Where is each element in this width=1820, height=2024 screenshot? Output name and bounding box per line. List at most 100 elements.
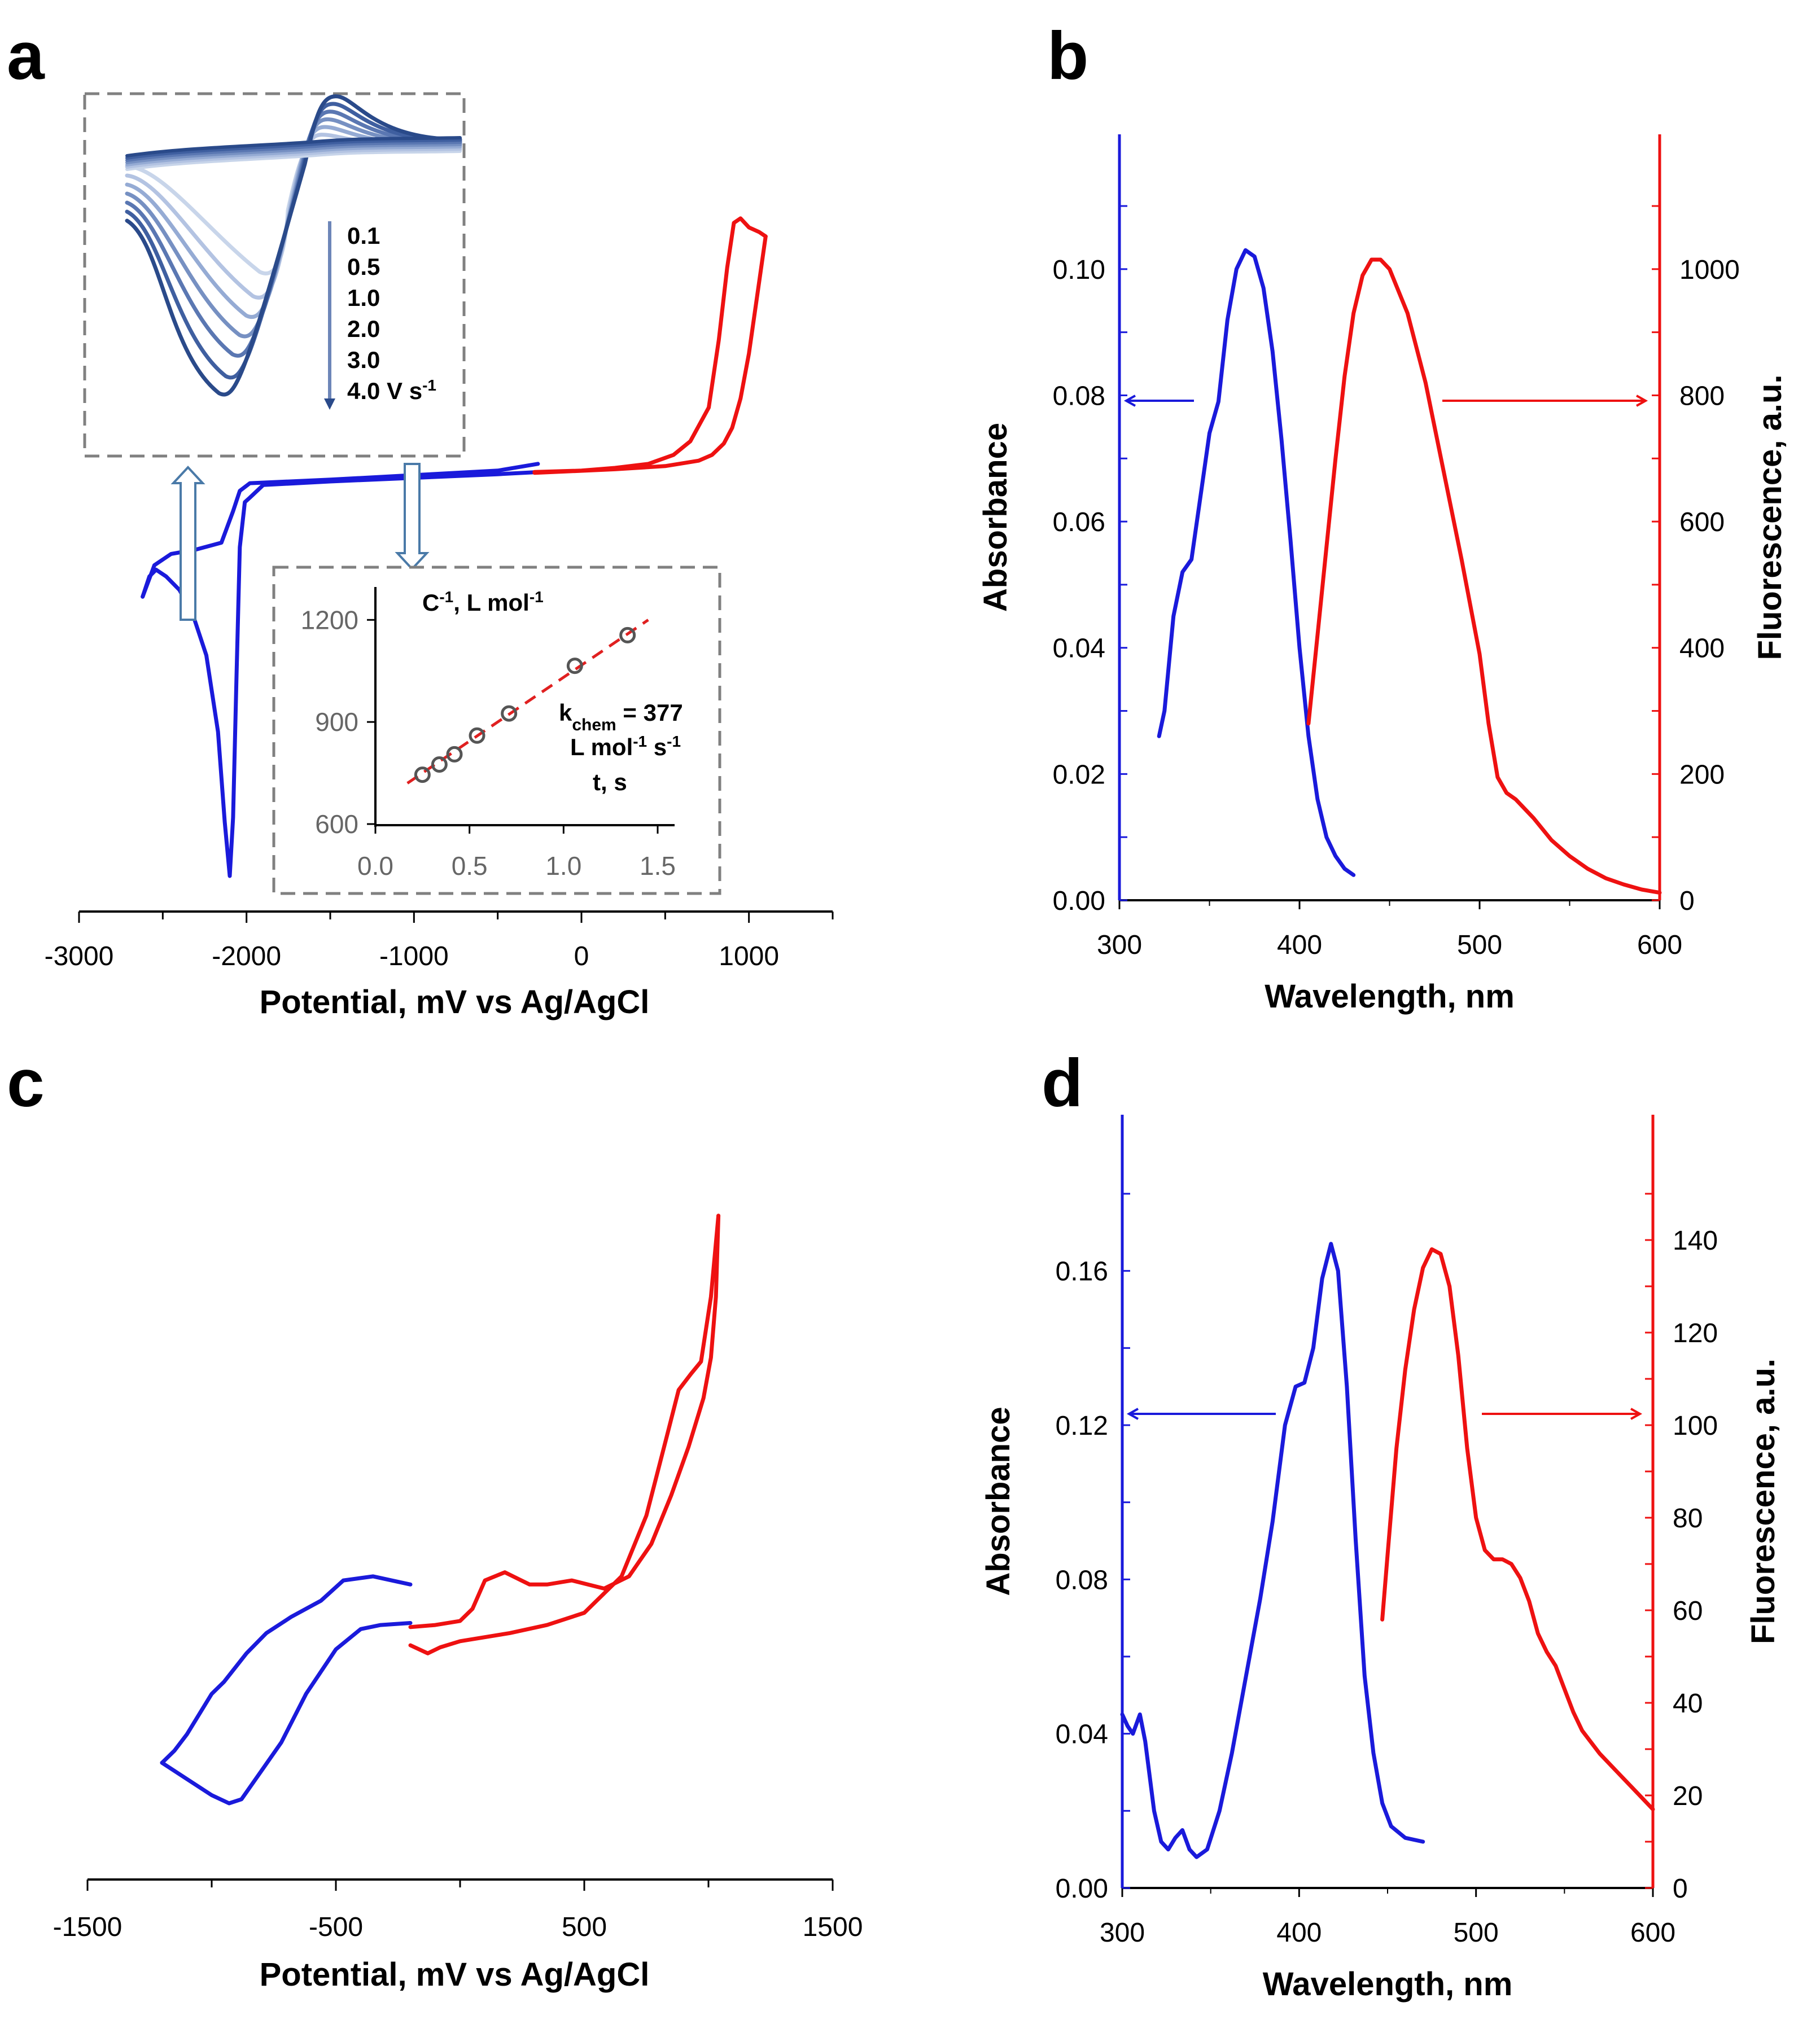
x-tick-label: -1000 bbox=[379, 941, 449, 971]
kinetics-point-2 bbox=[446, 746, 463, 763]
kinetics-point-6 bbox=[619, 627, 636, 643]
spectrum-series-1 bbox=[1380, 1247, 1655, 1812]
y-tick-label-left: 0.02 bbox=[1053, 760, 1105, 790]
x-axis-title: Wavelength, nm bbox=[1263, 1966, 1513, 2003]
legend-value-4: 3.0 bbox=[347, 347, 380, 373]
y-tick-label-right: 120 bbox=[1673, 1318, 1718, 1348]
y-tick-label-right: 400 bbox=[1679, 634, 1725, 664]
panel-label-b: b bbox=[1047, 18, 1088, 94]
kinetics-y-tick-label: 600 bbox=[315, 809, 358, 839]
y-tick-label-left: 0.04 bbox=[1053, 634, 1105, 664]
legend-value-2: 1.0 bbox=[347, 284, 380, 311]
kinetics-point-0 bbox=[414, 766, 431, 783]
y-tick-label-left: 0.08 bbox=[1053, 381, 1105, 411]
inset-cv-return-6 bbox=[125, 136, 462, 157]
legend-value-1: 0.5 bbox=[347, 253, 380, 280]
kinetics-x-tick-label: 1.0 bbox=[545, 851, 581, 880]
x-axis-title: Wavelength, nm bbox=[1265, 978, 1515, 1015]
x-tick-label: 400 bbox=[1277, 930, 1322, 960]
x-tick-label: 500 bbox=[1457, 930, 1502, 960]
x-tick-label: 0 bbox=[574, 941, 589, 971]
kinetics-point-3 bbox=[469, 727, 485, 744]
legend-value-0: 0.1 bbox=[347, 222, 380, 249]
spectrum-series-0 bbox=[1120, 1242, 1425, 1859]
x-tick-label: -500 bbox=[309, 1912, 363, 1942]
kinetics-k-units: L mol-1 s-1 bbox=[570, 733, 681, 761]
kinetics-point-4 bbox=[501, 705, 518, 722]
cv-series-2 bbox=[408, 1213, 721, 1655]
panel-a-cyclic-voltammogram: -3000 -2000 -1000 0 1000 Potential, mV vs Ag/… bbox=[45, 92, 834, 1020]
y-tick-label-right: 0 bbox=[1673, 1874, 1688, 1904]
x-tick-label: 600 bbox=[1630, 1918, 1675, 1948]
y-axis-title-right: Fluorescence, a.u. bbox=[1745, 1359, 1782, 1644]
panel-c-cyclic-voltammogram: -1500 -500 500 1500 Potential, mV vs Ag/AgCl bbox=[53, 1213, 863, 1993]
kinetics-x-tick-label: 1.5 bbox=[640, 851, 676, 880]
panel-label-a: a bbox=[7, 18, 45, 94]
kinetics-point-5 bbox=[566, 658, 583, 674]
y-tick-label-right: 200 bbox=[1679, 760, 1725, 790]
x-tick-label: 300 bbox=[1097, 930, 1142, 960]
inset-cv-return-0 bbox=[125, 150, 462, 171]
spectrum-series-0 bbox=[1157, 248, 1356, 877]
y-tick-label-right: 20 bbox=[1673, 1781, 1703, 1811]
x-tick-label: -3000 bbox=[45, 941, 114, 971]
inset-cv-return-5 bbox=[125, 138, 462, 160]
right-axis-arrow-head bbox=[1630, 1408, 1643, 1420]
x-axis-title: Potential, mV vs Ag/AgCl bbox=[260, 984, 650, 1020]
legend-value-5: 4.0 V s-1 bbox=[347, 376, 436, 405]
left-axis-arrow-head bbox=[1126, 1408, 1139, 1420]
left-axis-arrow-head bbox=[1123, 395, 1136, 407]
up-arrow bbox=[170, 466, 205, 621]
kinetics-x-tick-label: 0.5 bbox=[452, 851, 488, 880]
legend-arrow-head bbox=[324, 398, 335, 410]
y-tick-label-right: 140 bbox=[1673, 1226, 1718, 1256]
kinetics-k-value: kchem = 377 bbox=[559, 699, 683, 734]
kinetics-y-label: C-1, L mol-1 bbox=[422, 588, 544, 616]
panel-b-spectra: 300 400 500 600 Wavelength, nm 0.00 0.02 0.04 0.… bbox=[977, 134, 1788, 1015]
y-tick-label-left: 0.08 bbox=[1056, 1565, 1108, 1595]
panel-label-d: d bbox=[1042, 1045, 1083, 1121]
kinetics-y-tick-label: 1200 bbox=[301, 605, 358, 634]
kinetics-point-1 bbox=[431, 756, 448, 773]
kinetics-y-tick-label: 900 bbox=[315, 707, 358, 737]
y-tick-label-left: 0.00 bbox=[1053, 886, 1105, 916]
inset-cv-curve-6 bbox=[125, 94, 462, 397]
y-tick-label-left: 0.06 bbox=[1053, 507, 1105, 537]
y-tick-label-left: 0.00 bbox=[1056, 1874, 1108, 1904]
y-tick-label-left: 0.12 bbox=[1056, 1411, 1108, 1441]
kinetics-x-label: t, s bbox=[593, 769, 627, 795]
cv-series-3 bbox=[532, 234, 768, 475]
right-axis-arrow-head bbox=[1636, 395, 1648, 407]
y-tick-label-right: 40 bbox=[1673, 1689, 1703, 1719]
y-axis-title-left: Absorbance bbox=[980, 1407, 1017, 1596]
y-axis-title-right: Fluorescence, a.u. bbox=[1752, 374, 1788, 660]
down-arrow bbox=[395, 463, 430, 571]
y-tick-label-right: 0 bbox=[1679, 886, 1695, 916]
cv-series-1 bbox=[160, 1621, 413, 1806]
spectrum-series-1 bbox=[1306, 257, 1662, 895]
cv-series-1 bbox=[141, 462, 540, 599]
y-tick-label-right: 100 bbox=[1673, 1411, 1718, 1441]
x-tick-label: 500 bbox=[1454, 1918, 1499, 1948]
y-tick-label-left: 0.10 bbox=[1053, 255, 1105, 285]
kinetics-x-tick-label: 0.0 bbox=[357, 851, 393, 880]
inset-cv-return-3 bbox=[125, 143, 462, 164]
y-axis-title-left: Absorbance bbox=[977, 423, 1014, 612]
y-tick-label-right: 1000 bbox=[1679, 255, 1740, 285]
inset-cv-return-4 bbox=[125, 141, 462, 162]
y-tick-label-right: 600 bbox=[1679, 507, 1725, 537]
x-tick-label: -1500 bbox=[53, 1912, 123, 1942]
x-tick-label: 1500 bbox=[803, 1912, 863, 1942]
y-tick-label-right: 800 bbox=[1679, 381, 1725, 411]
cv-series-3 bbox=[408, 1213, 721, 1629]
x-tick-label: 600 bbox=[1637, 930, 1682, 960]
x-tick-label: -2000 bbox=[212, 941, 281, 971]
panel-label-c: c bbox=[7, 1045, 45, 1121]
x-axis-title: Potential, mV vs Ag/AgCl bbox=[260, 1956, 650, 1993]
y-tick-label-right: 60 bbox=[1673, 1596, 1703, 1626]
x-tick-label: 400 bbox=[1276, 1918, 1322, 1948]
x-tick-label: 500 bbox=[562, 1912, 607, 1942]
legend-value-3: 2.0 bbox=[347, 316, 380, 342]
